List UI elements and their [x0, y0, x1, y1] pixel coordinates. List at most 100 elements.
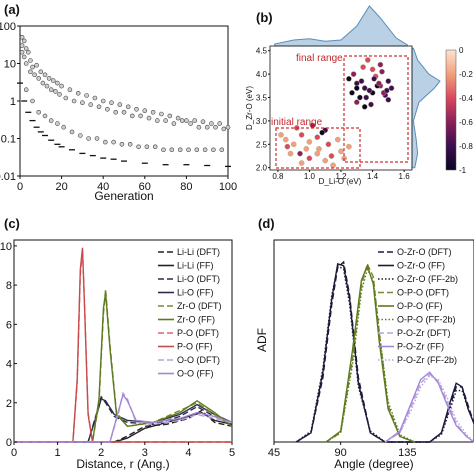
population-point — [194, 147, 200, 153]
panel-c-ticks: 0 1 2 3 4 5 0 2 4 6 8 10 — [0, 241, 235, 459]
population-point — [221, 126, 227, 132]
rdf-line — [14, 247, 232, 443]
population-point — [84, 93, 89, 98]
marginal-density-x — [274, 5, 408, 47]
y-tick-label: 0.1 — [1, 134, 16, 146]
candidate-point — [316, 146, 322, 152]
candidate-point — [306, 155, 313, 162]
colorbar-tick-label: -1 — [459, 166, 467, 175]
population-point — [32, 72, 37, 78]
panel-b-label: (b) — [256, 10, 273, 25]
x-tick-label: 4 — [185, 447, 191, 459]
population-point — [40, 80, 46, 86]
legend-label: O-P-O (DFT) — [397, 288, 449, 298]
x-tick-label: 0 — [11, 447, 17, 459]
panel-d-label: (d) — [258, 216, 275, 231]
colorbar-tick-label: -0.4 — [459, 94, 473, 103]
panel-a-marks — [17, 34, 231, 168]
population-point — [167, 113, 173, 119]
adf-line — [325, 261, 415, 443]
population-point — [202, 147, 208, 153]
population-point — [196, 124, 202, 130]
y-tick-label: 6 — [6, 319, 12, 331]
population-point — [144, 144, 150, 150]
population-point — [19, 49, 25, 55]
legend-label: O-Zr-O (DFT) — [397, 247, 451, 257]
population-point — [109, 100, 114, 105]
candidate-point — [334, 136, 341, 143]
candidate-point — [338, 148, 344, 155]
population-point — [127, 142, 133, 147]
panel-b-marginal-top — [274, 5, 408, 47]
population-point — [80, 100, 85, 105]
candidate-point — [371, 75, 377, 82]
x-tick-label: 0 — [17, 181, 23, 193]
legend-label: O-O (DFT) — [177, 355, 220, 365]
legend-label: Li-Li (FF) — [177, 261, 214, 271]
population-point — [48, 118, 54, 123]
panel-d-lines — [295, 260, 474, 443]
adf-line — [325, 267, 416, 443]
rdf-line — [14, 409, 233, 443]
colorbar-ticks: 0 -0.2 -0.4 -0.6 -0.8 -1 — [459, 46, 473, 175]
adf-line — [384, 375, 474, 443]
population-point — [204, 124, 210, 130]
colorbar-tick-label: -0.6 — [459, 118, 473, 127]
y-tick-label: 0.01 — [0, 171, 16, 183]
rdf-line — [14, 292, 233, 443]
legend-label: Li-Li (DFT) — [177, 247, 220, 257]
y-tick-label: 3.5 — [256, 93, 268, 102]
population-point — [163, 118, 168, 123]
population-point — [21, 54, 27, 60]
population-point — [125, 104, 131, 110]
population-point — [75, 91, 81, 96]
legend-label: Li-O (FF) — [177, 288, 214, 298]
population-point — [192, 118, 197, 123]
candidate-point — [376, 80, 382, 87]
population-point — [42, 113, 48, 119]
y-tick-label: 4 — [6, 359, 12, 371]
candidate-point — [366, 87, 373, 94]
candidate-point — [297, 150, 303, 157]
candidate-point — [325, 141, 332, 148]
population-point — [159, 111, 164, 117]
population-point — [105, 107, 110, 112]
x-tick-label: 1.2 — [335, 172, 347, 181]
x-tick-label: 80 — [180, 181, 192, 193]
population-point — [50, 78, 56, 83]
candidate-point — [379, 68, 385, 75]
population-point — [94, 136, 100, 141]
population-point — [36, 76, 42, 81]
population-point — [171, 121, 177, 126]
population-point — [46, 76, 52, 81]
population-point — [36, 110, 42, 115]
final-range-box — [343, 55, 409, 163]
population-point — [138, 113, 143, 119]
population-point — [88, 102, 93, 107]
population-point — [200, 119, 206, 124]
panel-b: (b) 0.8 1.0 1.2 1.4 1.6 2.0 2.5 3.0 3.5 4.0 4.5 fi… — [245, 5, 473, 186]
population-point — [217, 121, 222, 126]
y-tick-label: 4.5 — [256, 47, 268, 56]
population-point — [44, 83, 50, 89]
colorbar-tick-label: 0 — [459, 46, 464, 55]
population-point — [188, 121, 193, 126]
legend-label: Zr-O (DFT) — [177, 301, 221, 311]
population-point — [103, 139, 108, 145]
candidate-point — [298, 132, 305, 138]
population-point — [53, 89, 58, 94]
population-point — [179, 118, 185, 123]
y-tick-label: 100 — [0, 21, 16, 33]
population-point — [130, 113, 135, 119]
candidate-point — [369, 66, 376, 73]
population-point — [21, 38, 27, 44]
population-point — [111, 139, 116, 145]
candidate-point — [383, 87, 390, 94]
candidate-point — [287, 150, 294, 157]
population-point — [146, 115, 152, 121]
panel-d-frame — [273, 239, 474, 443]
candidate-point — [353, 85, 360, 91]
population-point — [69, 129, 75, 135]
population-point — [30, 98, 35, 104]
panel-b-ylabel: D_Zr-O (eV) — [245, 86, 254, 130]
